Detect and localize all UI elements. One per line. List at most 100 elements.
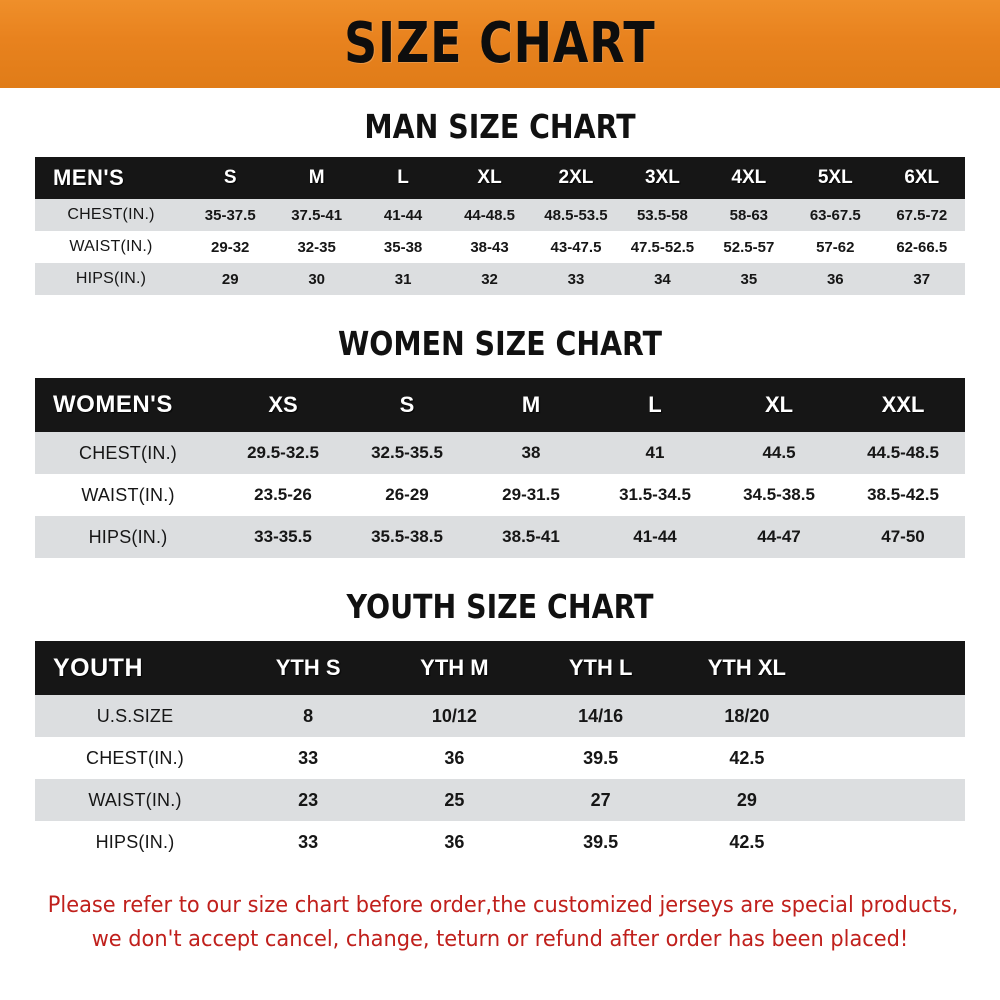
table-row: WAIST(IN.) 29-32 32-35 35-38 38-43 43-47… <box>35 231 965 263</box>
women-size-chart-title: WOMEN SIZE CHART <box>337 324 663 363</box>
women-table-body: CHEST(IN.) 29.5-32.5 32.5-35.5 38 41 44.… <box>35 432 965 558</box>
return-policy-note: Please refer to our size chart before or… <box>25 889 975 957</box>
man-waist-6xl: 62-66.5 <box>896 238 948 256</box>
women-size-chart-block: WOMEN'S XS S M L XL XXL CHEST(IN.) 29.5-… <box>0 378 1000 558</box>
man-header-label: MEN'S <box>53 165 125 190</box>
youth-row-spacer <box>820 821 965 863</box>
man-size-chart-title: MAN SIZE CHART <box>364 107 636 146</box>
man-row-label-chest: CHEST(IN.) <box>67 206 155 223</box>
women-hips-l: 41-44 <box>633 527 677 546</box>
youth-chest-m: 36 <box>444 747 465 768</box>
man-chest-l: 41-44 <box>383 206 423 224</box>
table-row: WAIST(IN.) 23 25 27 29 <box>35 779 965 821</box>
women-hips-xl: 44-47 <box>757 527 801 546</box>
women-waist-xxl: 38.5-42.5 <box>867 485 939 504</box>
youth-size-header-xl: YTH XL <box>707 655 786 680</box>
women-chest-xxl: 44.5-48.5 <box>867 443 939 462</box>
man-size-header-3xl: 3XL <box>644 167 680 188</box>
man-waist-5xl: 57-62 <box>816 238 855 256</box>
youth-us-size-l: 14/16 <box>578 705 624 726</box>
man-table-header-row: MEN'S S M L XL 2XL 3XL 4XL 5XL 6XL <box>35 157 965 199</box>
man-waist-l: 35-38 <box>383 238 423 256</box>
man-size-header-6xl: 6XL <box>904 167 940 188</box>
youth-hips-m: 36 <box>444 831 465 852</box>
women-size-header-xs: XS <box>268 392 298 417</box>
man-size-header-xl: XL <box>477 167 502 188</box>
man-table-head: MEN'S S M L XL 2XL 3XL 4XL 5XL 6XL <box>35 157 965 199</box>
man-waist-2xl: 43-47.5 <box>550 238 602 256</box>
table-row: CHEST(IN.) 33 36 39.5 42.5 <box>35 737 965 779</box>
man-size-chart-block: MEN'S S M L XL 2XL 3XL 4XL 5XL 6XL CHEST… <box>0 157 1000 295</box>
man-chest-4xl: 58-63 <box>729 206 769 224</box>
youth-row-label-chest: CHEST(IN.) <box>86 747 184 768</box>
youth-chest-xl: 42.5 <box>729 747 765 768</box>
youth-header-spacer <box>820 641 965 695</box>
women-hips-xs: 33-35.5 <box>254 527 312 546</box>
man-size-table: MEN'S S M L XL 2XL 3XL 4XL 5XL 6XL CHEST… <box>35 157 965 295</box>
women-hips-xxl: 47-50 <box>881 527 925 546</box>
man-chest-s: 35-37.5 <box>204 206 256 224</box>
man-row-label-hips: HIPS(IN.) <box>75 270 147 287</box>
youth-row-spacer <box>820 695 965 737</box>
man-hips-5xl: 36 <box>826 270 844 288</box>
table-row: CHEST(IN.) 35-37.5 37.5-41 41-44 44-48.5… <box>35 199 965 231</box>
man-hips-l: 31 <box>394 270 412 288</box>
youth-hips-l: 39.5 <box>583 831 619 852</box>
women-hips-m: 38.5-41 <box>502 527 560 546</box>
women-table-header-row: WOMEN'S XS S M L XL XXL <box>35 378 965 432</box>
women-waist-xl: 34.5-38.5 <box>743 485 815 504</box>
return-policy-line-1: Please refer to our size chart before or… <box>47 893 959 918</box>
man-hips-4xl: 35 <box>740 270 758 288</box>
youth-size-header-s: YTH S <box>275 655 341 680</box>
man-row-label-waist: WAIST(IN.) <box>69 238 153 255</box>
women-hips-s: 35.5-38.5 <box>371 527 443 546</box>
women-size-table: WOMEN'S XS S M L XL XXL CHEST(IN.) 29.5-… <box>35 378 965 558</box>
women-waist-s: 26-29 <box>385 485 429 504</box>
women-chest-l: 41 <box>645 443 665 462</box>
women-header-label: WOMEN'S <box>53 391 173 418</box>
man-chest-3xl: 53.5-58 <box>636 206 688 224</box>
table-row: CHEST(IN.) 29.5-32.5 32.5-35.5 38 41 44.… <box>35 432 965 474</box>
women-row-label-hips: HIPS(IN.) <box>88 526 168 547</box>
youth-waist-l: 27 <box>590 789 611 810</box>
man-hips-s: 29 <box>221 270 239 288</box>
man-hips-6xl: 37 <box>913 270 931 288</box>
man-chest-2xl: 48.5-53.5 <box>544 206 608 224</box>
youth-table-body: U.S.SIZE 8 10/12 14/16 18/20 CHEST(IN.) … <box>35 695 965 863</box>
man-waist-s: 29-32 <box>211 238 250 256</box>
women-waist-l: 31.5-34.5 <box>619 485 691 504</box>
youth-hips-xl: 42.5 <box>729 831 765 852</box>
youth-waist-m: 25 <box>444 789 465 810</box>
youth-row-label-waist: WAIST(IN.) <box>88 789 182 810</box>
youth-row-label-hips: HIPS(IN.) <box>95 831 175 852</box>
table-row: HIPS(IN.) 33 36 39.5 42.5 <box>35 821 965 863</box>
youth-row-spacer <box>820 737 965 779</box>
women-size-header-s: S <box>399 392 415 417</box>
women-size-header-xxl: XXL <box>881 392 925 417</box>
women-row-label-chest: CHEST(IN.) <box>79 442 177 463</box>
youth-size-table: YOUTH YTH S YTH M YTH L YTH XL U.S.SIZE … <box>35 641 965 863</box>
table-row: U.S.SIZE 8 10/12 14/16 18/20 <box>35 695 965 737</box>
man-waist-m: 32-35 <box>297 238 336 256</box>
youth-size-header-m: YTH M <box>420 655 489 680</box>
page-header-banner: SIZE CHART <box>0 0 1000 88</box>
return-policy-line-2: we don't accept cancel, change, teturn o… <box>91 927 909 952</box>
table-row: HIPS(IN.) 33-35.5 35.5-38.5 38.5-41 41-4… <box>35 516 965 558</box>
man-hips-2xl: 33 <box>567 270 585 288</box>
youth-chest-l: 39.5 <box>583 747 619 768</box>
man-chest-xl: 44-48.5 <box>464 206 515 224</box>
women-size-header-xl: XL <box>764 392 794 417</box>
youth-header-label: YOUTH <box>53 653 143 682</box>
women-size-header-m: M <box>521 392 541 417</box>
youth-size-header-l: YTH L <box>568 655 633 680</box>
women-waist-m: 29-31.5 <box>502 485 560 504</box>
youth-us-size-s: 8 <box>303 705 314 726</box>
women-chest-m: 38 <box>521 443 541 462</box>
man-waist-3xl: 47.5-52.5 <box>630 238 695 256</box>
page-title: SIZE CHART <box>344 11 656 76</box>
youth-waist-s: 23 <box>298 789 319 810</box>
man-chest-6xl: 67.5-72 <box>896 206 948 224</box>
women-row-label-waist: WAIST(IN.) <box>81 484 175 505</box>
man-table-body: CHEST(IN.) 35-37.5 37.5-41 41-44 44-48.5… <box>35 199 965 295</box>
youth-size-chart-block: YOUTH YTH S YTH M YTH L YTH XL U.S.SIZE … <box>0 641 1000 863</box>
